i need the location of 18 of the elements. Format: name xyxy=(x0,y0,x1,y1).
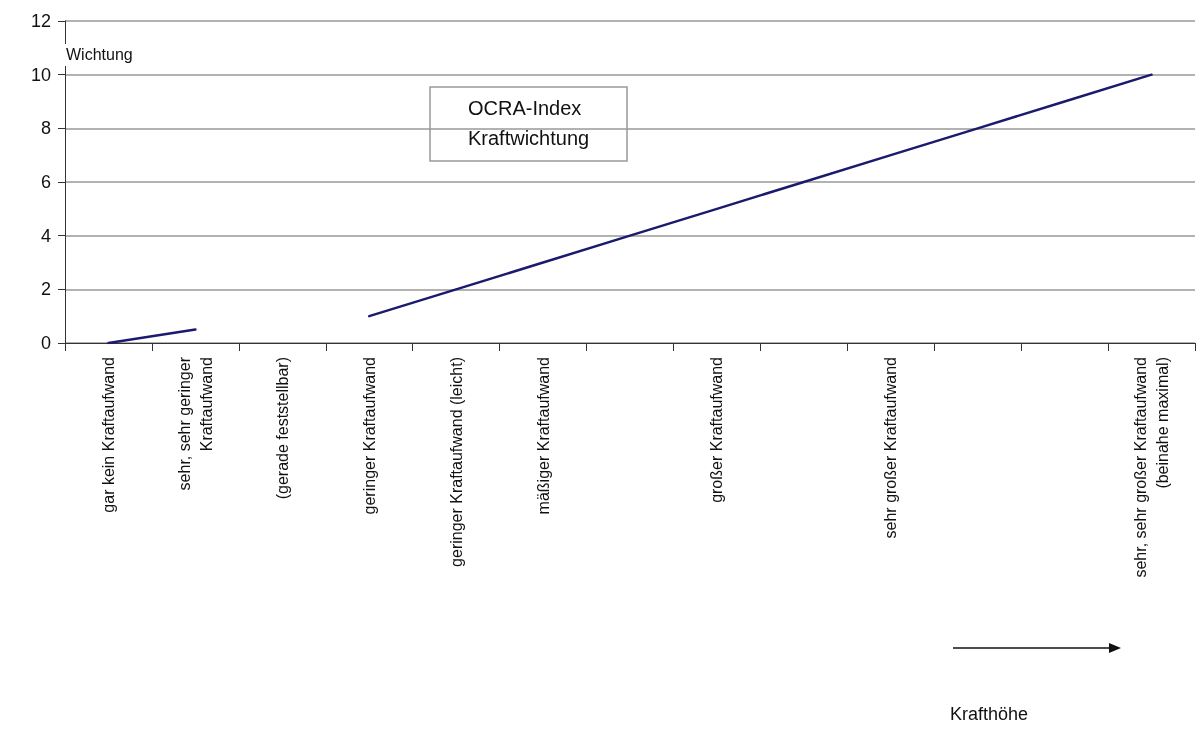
x-tick-label: gar kein Kraftaufwand xyxy=(99,357,117,513)
y-tick-label: 8 xyxy=(40,118,51,139)
y-tick-label: 4 xyxy=(40,225,51,246)
x-tick-label: (gerade feststellbar) xyxy=(273,357,291,500)
x-tick-label: geringer Kraftaufwand (leicht) xyxy=(447,357,465,567)
y-tick-label: 2 xyxy=(40,279,51,300)
y-tick-label: 10 xyxy=(30,64,51,85)
y-tick-label: 12 xyxy=(30,11,51,31)
x-tick-label: mäßiger Kraftaufwand xyxy=(534,357,552,515)
x-tick-label: großer Kraftaufwand xyxy=(708,357,726,503)
text: Krafthöhe xyxy=(950,704,1029,724)
x-tick-label: geringer Kraftaufwand xyxy=(360,357,378,515)
y-tick-label: 6 xyxy=(40,172,51,192)
y-tick-label: 0 xyxy=(40,333,51,353)
y-axis-title: Wichtung xyxy=(66,45,133,63)
x-tick-label: sehr großer Kraftaufwand xyxy=(882,357,900,539)
x-tick-label: sehr, sehr großer Kraftaufwand (beinahe maximal) xyxy=(1132,357,1172,578)
text: OCRA-Index Kraftwichtung xyxy=(468,97,590,149)
